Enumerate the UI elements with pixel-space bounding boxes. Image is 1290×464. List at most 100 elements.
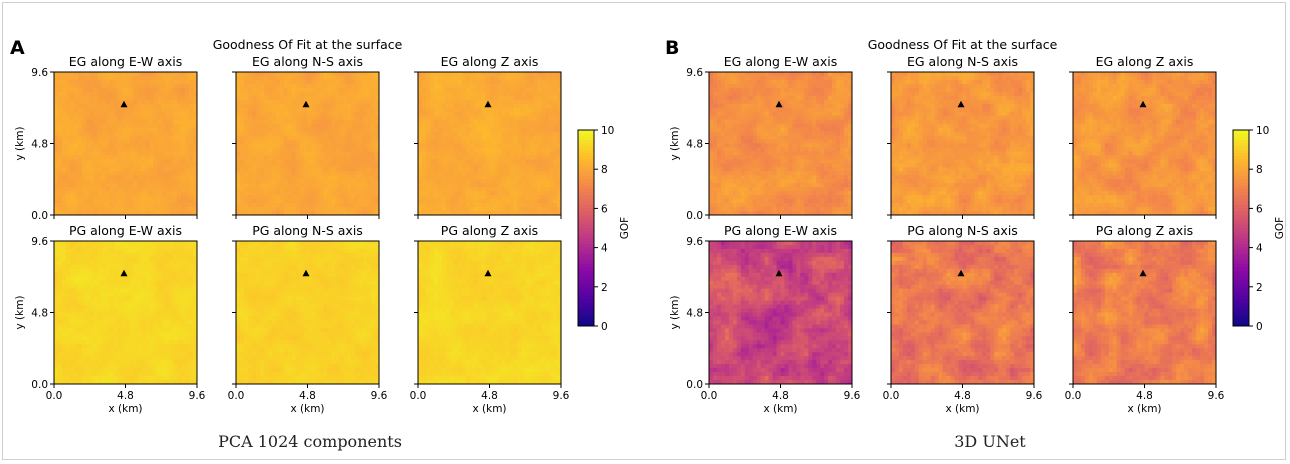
heatmap-cell bbox=[311, 131, 316, 136]
heatmap-cell bbox=[181, 356, 186, 361]
heatmap-cell bbox=[251, 199, 257, 204]
heatmap-cell bbox=[169, 304, 174, 309]
heatmap-cell bbox=[133, 348, 138, 353]
heatmap-cell bbox=[291, 179, 296, 184]
heatmap-cell bbox=[117, 288, 122, 294]
heatmap-cell bbox=[375, 199, 380, 204]
heatmap-cell bbox=[117, 139, 122, 144]
heatmap-cell bbox=[513, 127, 518, 132]
heatmap-cell bbox=[169, 179, 174, 184]
heatmap-cell bbox=[117, 183, 122, 188]
heatmap-cell bbox=[189, 241, 194, 246]
heatmap-cell bbox=[189, 79, 194, 85]
heatmap-cell bbox=[169, 163, 174, 168]
heatmap-cell bbox=[457, 211, 463, 216]
heatmap-cell bbox=[54, 163, 59, 168]
heatmap-cell bbox=[145, 252, 150, 258]
heatmap-cell bbox=[97, 195, 103, 200]
heatmap-cell bbox=[525, 163, 530, 168]
heatmap-cell bbox=[157, 99, 162, 105]
heatmap-cell bbox=[497, 199, 502, 204]
heatmap-cell bbox=[363, 187, 368, 192]
heatmap-cell bbox=[251, 203, 257, 208]
heatmap-cell bbox=[169, 95, 174, 101]
heatmap-cell bbox=[367, 159, 372, 164]
heatmap-cell bbox=[493, 167, 498, 172]
heatmap-cell bbox=[307, 83, 312, 89]
heatmap-cell bbox=[177, 268, 182, 274]
heatmap-cell bbox=[355, 191, 360, 196]
heatmap-cell bbox=[259, 115, 265, 121]
heatmap-cell bbox=[347, 191, 352, 196]
heatmap-cell bbox=[137, 87, 142, 93]
heatmap-cell bbox=[141, 179, 146, 184]
heatmap-cell bbox=[137, 167, 142, 172]
heatmap-cell bbox=[129, 280, 134, 286]
heatmap-cell bbox=[113, 292, 118, 298]
heatmap-cell bbox=[145, 119, 150, 125]
heatmap-cell bbox=[185, 268, 190, 274]
heatmap-cell bbox=[121, 260, 126, 266]
heatmap-cell bbox=[129, 171, 134, 176]
heatmap-cell bbox=[153, 203, 158, 208]
heatmap-cell bbox=[193, 175, 198, 180]
heatmap-cell bbox=[93, 131, 99, 136]
heatmap-cell bbox=[525, 91, 530, 97]
heatmap-cell bbox=[193, 260, 198, 266]
heatmap-cell bbox=[303, 79, 308, 85]
heatmap-cell bbox=[445, 111, 451, 117]
heatmap-cell bbox=[469, 171, 475, 176]
heatmap-cell bbox=[113, 260, 118, 266]
heatmap-cell bbox=[557, 147, 562, 152]
heatmap-cell bbox=[89, 280, 95, 286]
heatmap-cell bbox=[449, 207, 455, 212]
heatmap-cell bbox=[113, 356, 118, 361]
heatmap-cell bbox=[557, 151, 562, 156]
heatmap-cell bbox=[339, 175, 344, 180]
heatmap-cell bbox=[331, 79, 336, 85]
heatmap-cell bbox=[271, 119, 277, 125]
heatmap-cell bbox=[61, 163, 67, 168]
heatmap-cell bbox=[185, 288, 190, 294]
heatmap-cell bbox=[54, 183, 59, 188]
heatmap-cell bbox=[359, 183, 364, 188]
heatmap-cell bbox=[81, 356, 87, 361]
heatmap-cell bbox=[153, 260, 158, 266]
heatmap-cell bbox=[185, 344, 190, 349]
heatmap-cell bbox=[77, 241, 83, 246]
heatmap-cell bbox=[363, 131, 368, 136]
heatmap-cell bbox=[307, 135, 312, 140]
heatmap-cell bbox=[93, 244, 99, 250]
heatmap-cell bbox=[133, 171, 138, 176]
heatmap-cell bbox=[255, 115, 261, 121]
heatmap-cell bbox=[185, 195, 190, 200]
heatmap-cell bbox=[189, 123, 194, 129]
heatmap-cell bbox=[545, 103, 550, 109]
heatmap-cell bbox=[193, 83, 198, 89]
heatmap-cell bbox=[549, 155, 554, 160]
heatmap-cell bbox=[517, 79, 522, 85]
heatmap-cell bbox=[315, 79, 320, 85]
heatmap-cell bbox=[89, 115, 95, 121]
heatmap-cell bbox=[65, 135, 71, 140]
heatmap-cell bbox=[61, 72, 67, 77]
heatmap-cell bbox=[445, 203, 451, 208]
heatmap-cell bbox=[497, 99, 502, 105]
heatmap-cell bbox=[259, 195, 265, 200]
heatmap-cell bbox=[89, 199, 95, 204]
heatmap-cell bbox=[351, 99, 356, 105]
heatmap-cell bbox=[169, 207, 174, 212]
heatmap-cell bbox=[247, 75, 253, 81]
heatmap-cell bbox=[501, 143, 506, 148]
heatmap-cell bbox=[129, 276, 134, 282]
heatmap-cell bbox=[465, 155, 471, 160]
heatmap-cell bbox=[509, 107, 514, 113]
heatmap-cell bbox=[347, 127, 352, 132]
heatmap-cell bbox=[109, 179, 114, 184]
heatmap-cell bbox=[517, 75, 522, 81]
heatmap-cell bbox=[461, 151, 467, 156]
heatmap-cell bbox=[271, 151, 277, 156]
heatmap-cell bbox=[307, 107, 312, 113]
heatmap-cell bbox=[73, 115, 79, 121]
heatmap-cell bbox=[165, 187, 170, 192]
